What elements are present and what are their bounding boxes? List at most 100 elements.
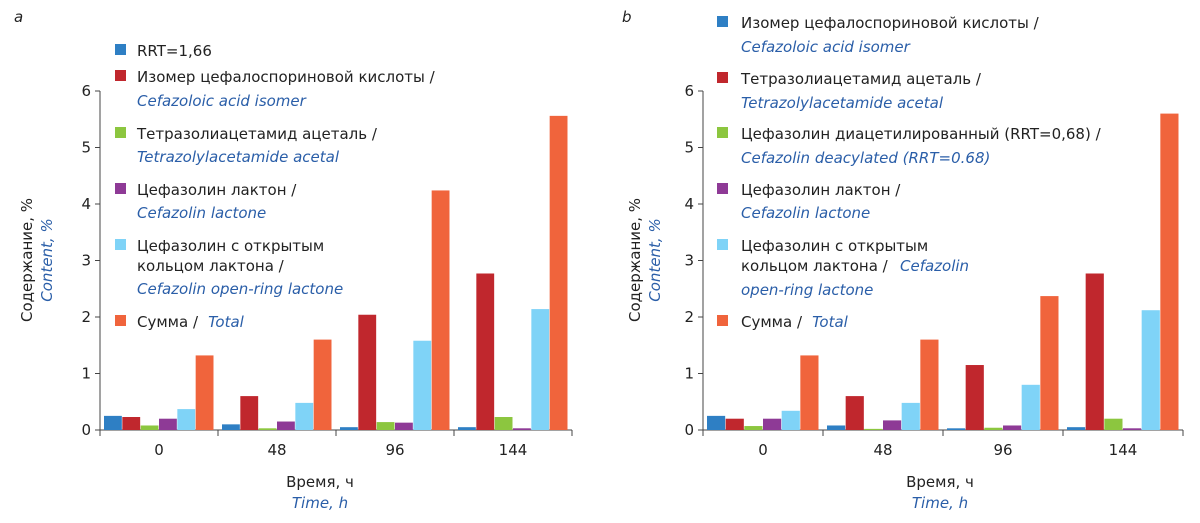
bar-5-144	[1141, 310, 1160, 430]
bar-5-0	[177, 409, 196, 430]
bar-2-0	[122, 417, 141, 430]
bar-2-48	[240, 396, 259, 430]
legend-swatch-series-2	[717, 72, 728, 83]
legend-label-series-2-en: Cefazoloic acid isomer	[137, 92, 307, 110]
legend-label-series-5: Цефазолин с открытым кольцом лактона /	[741, 237, 928, 275]
y-tick-label: 3	[81, 252, 91, 270]
bar-6-0	[195, 355, 214, 430]
panel-label: b	[622, 8, 632, 26]
legend-label-series-5: Цефазолин с открытым кольцом лактона /	[137, 237, 324, 275]
legend-swatch-series-4	[115, 183, 126, 194]
bar-4-96	[1003, 425, 1022, 430]
legend: Изомер цефалоспориновой кислоты / Cefazo…	[717, 14, 1102, 331]
legend-label-series-4-en: Cefazolin lactone	[137, 204, 266, 222]
legend-label-series-1-en: Cefazoloic acid isomer	[741, 38, 911, 56]
bar-1-96	[340, 427, 358, 430]
legend-label-series-2: Изомер цефалоспориновой кислоты /	[137, 68, 436, 86]
bar-3-144	[494, 417, 513, 430]
legend-label-series-2: Тетразолиацетамид ацеталь /	[740, 70, 982, 88]
legend-label-series-6-ru: Сумма /	[741, 313, 803, 331]
bar-3-0	[140, 425, 159, 430]
bar-4-144	[1123, 428, 1142, 430]
bar-1-0	[707, 415, 726, 430]
legend-label-series-3-en: Tetrazolylacetamide acetal	[137, 148, 340, 166]
chart-panel-b: b 0 1 2 3 4 5 6 0 48 96 144 Содержание, % Content,…	[622, 8, 1184, 512]
y-axis-label: Содержание, %	[18, 198, 36, 322]
y-axis-label-en: Content, %	[646, 218, 664, 301]
legend-swatch-series-3	[115, 127, 126, 138]
y-tick-label: 6	[81, 82, 91, 100]
y-tick-label: 4	[81, 195, 91, 213]
bar-6-48	[313, 339, 332, 430]
bar-4-0	[159, 418, 177, 430]
x-axis-label: Время, ч	[286, 473, 354, 491]
x-tick-label: 0	[154, 441, 164, 459]
y-axis-label-en: Content, %	[38, 218, 56, 301]
y-tick-label: 1	[684, 365, 694, 383]
legend-swatch-series-5	[717, 239, 728, 250]
x-tick-label: 96	[993, 441, 1012, 459]
x-tick-label: 48	[873, 441, 892, 459]
bar-5-48	[295, 402, 314, 430]
plot-area: 0 1 2 3 4 5 6 0 48 96 144	[684, 82, 1184, 459]
bar-1-144	[458, 427, 476, 430]
y-tick-label: 3	[684, 252, 694, 270]
bar-6-144	[1160, 113, 1179, 430]
bar-6-96	[1040, 296, 1059, 430]
y-tick-label: 6	[684, 82, 694, 100]
legend-label-series-1: Изомер цефалоспориновой кислоты /	[741, 14, 1040, 32]
bar-5-0	[781, 410, 800, 430]
bar-5-48	[901, 402, 920, 430]
bar-3-96	[376, 422, 395, 430]
bar-4-48	[883, 420, 902, 430]
legend-label-series-3: Тетразолиацетамид ацеталь /	[136, 125, 378, 143]
legend-label-series-1: RRT=1,66	[137, 42, 212, 60]
legend-swatch-series-3	[717, 127, 728, 138]
bar-4-0	[763, 418, 782, 430]
x-tick-label: 144	[499, 441, 528, 459]
y-tick-label: 5	[81, 139, 91, 157]
bar-3-48	[864, 428, 883, 430]
bar-3-48	[258, 428, 277, 430]
bar-5-96	[413, 340, 432, 430]
bar-6-96	[431, 190, 450, 430]
bar-3-144	[1104, 418, 1123, 430]
legend-swatch-series-6	[717, 315, 728, 326]
bar-3-0	[744, 426, 763, 430]
bar-2-0	[725, 418, 744, 430]
legend-swatch-series-6	[115, 315, 126, 326]
plot-area: 0 1 2 3 4 5 6 0 48 96 144	[81, 82, 573, 459]
x-axis-label-en: Time, h	[292, 494, 348, 512]
bar-1-0	[104, 415, 122, 430]
legend-swatch-series-5	[115, 239, 126, 250]
x-axis-label-en: Time, h	[912, 494, 968, 512]
legend-label-series-4: Цефазолин лактон /	[741, 181, 901, 199]
y-tick-label: 5	[684, 139, 694, 157]
legend-label-series-3: Цефазолин диацетилированный (RRT=0,68) /	[741, 125, 1102, 143]
x-tick-label: 96	[385, 441, 404, 459]
legend-label-series-6-ru: Сумма /	[137, 313, 199, 331]
y-tick-label: 2	[684, 308, 694, 326]
x-tick-label: 48	[267, 441, 286, 459]
y-tick-label: 4	[684, 195, 694, 213]
legend-swatch-series-2	[115, 70, 126, 81]
legend-label-series-2-en: Tetrazolylacetamide acetal	[741, 94, 944, 112]
bar-2-48	[845, 396, 864, 430]
legend-label-series-4: Цефазолин лактон /	[137, 181, 297, 199]
bar-5-144	[531, 309, 550, 430]
y-tick-label: 0	[81, 421, 91, 439]
y-axis-label: Содержание, %	[626, 198, 644, 322]
legend-label-series-6: Сумма / Total	[741, 312, 849, 331]
y-tick-label: 0	[684, 421, 694, 439]
bar-2-144	[476, 273, 495, 430]
legend: RRT=1,66 Изомер цефалоспориновой кислоты…	[115, 42, 436, 331]
bar-1-48	[827, 425, 846, 430]
y-tick-label: 2	[81, 308, 91, 326]
legend-label-series-6: Сумма / Total	[137, 312, 245, 331]
x-tick-label: 0	[758, 441, 768, 459]
panel-label: a	[14, 8, 23, 26]
bar-2-96	[358, 314, 377, 430]
bar-4-96	[395, 422, 413, 430]
legend-label-series-6-en: Total	[812, 313, 849, 331]
